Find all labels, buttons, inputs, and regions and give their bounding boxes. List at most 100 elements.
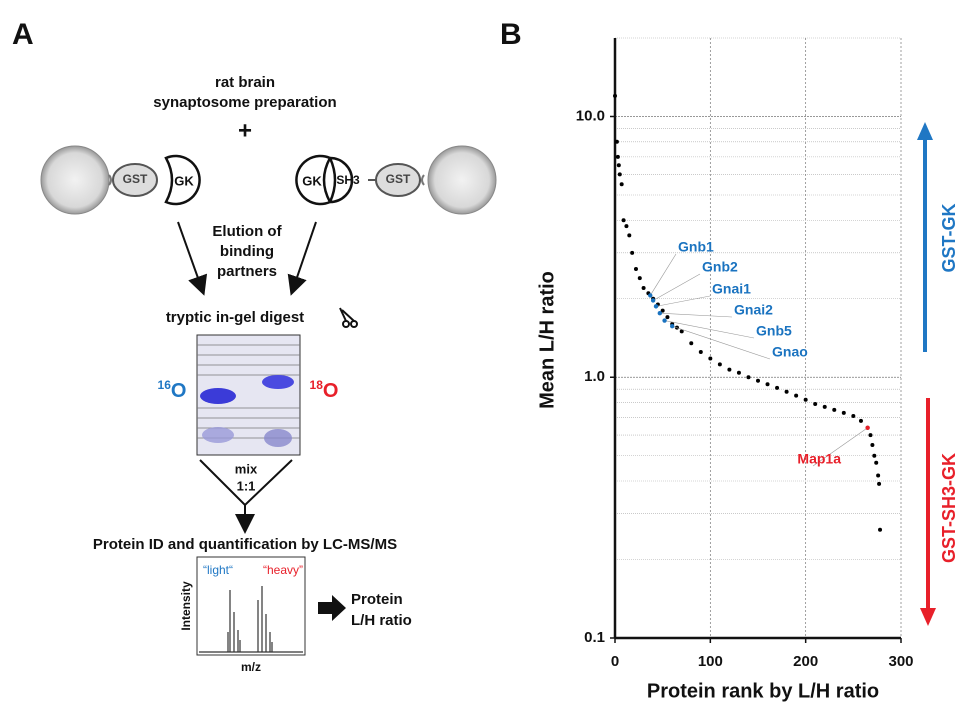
gk-domain [164, 154, 201, 206]
data-point [822, 404, 827, 409]
data-point [616, 163, 621, 168]
data-point [717, 362, 722, 367]
y-tick-label: 0.1 [584, 629, 605, 646]
highlight-point [650, 298, 656, 303]
data-point [736, 370, 741, 375]
highlight-point [662, 318, 667, 323]
panel-label: B [500, 18, 522, 51]
gk-domain [295, 154, 332, 206]
data-point [679, 329, 684, 334]
mix-text: 1:1 [237, 478, 256, 493]
result-text: Protein [351, 591, 403, 608]
leader-line [650, 253, 677, 296]
leader-line [652, 273, 701, 301]
result-arrow [318, 595, 346, 621]
x-tick-label: 200 [793, 653, 818, 670]
workflow-diagram: rat brain synaptosome preparation + GST … [40, 74, 497, 674]
leader-line [664, 320, 755, 339]
y-tick-label: 1.0 [584, 368, 605, 385]
mix-arrow [199, 459, 293, 530]
data-point [689, 341, 694, 346]
data-point [660, 308, 665, 313]
step-text: Elution of [212, 223, 282, 240]
panel-label: A [12, 18, 34, 51]
data-point [868, 433, 873, 438]
data-point [870, 442, 875, 447]
side-label: GST-SH3-GK [939, 453, 959, 563]
data-point [851, 414, 856, 419]
source-text: rat brain [215, 74, 275, 91]
scatter-chart: 0.1 1.0 10.0 0 100 200 300 Protein rank by L/H … [536, 37, 959, 702]
axis-label: Intensity [179, 581, 193, 631]
data-point [876, 473, 881, 478]
data-point [832, 407, 837, 412]
step-text: partners [217, 263, 277, 280]
isotope-label: 16O [158, 378, 187, 402]
data-point [727, 367, 732, 372]
data-point [746, 375, 751, 380]
step-text: tryptic in-gel digest [166, 309, 304, 326]
data-point [633, 267, 638, 272]
result-text: L/H ratio [351, 612, 412, 629]
data-point [813, 401, 818, 406]
annotation: Gnb1 [678, 239, 714, 255]
annotation: Gnb2 [702, 259, 738, 275]
data-point [698, 349, 703, 354]
mix-text: mix [235, 461, 258, 476]
isotope-element: O [171, 380, 187, 402]
data-point [803, 397, 808, 402]
data-point [615, 154, 620, 159]
sh3-domain [328, 156, 354, 204]
highlight-point [657, 311, 663, 316]
data-point [637, 276, 642, 281]
bead [40, 145, 110, 215]
arrow-head [917, 122, 933, 140]
tag-label: GST [386, 172, 411, 186]
annotation: Gnai2 [734, 302, 773, 318]
domain-label: GK [302, 173, 322, 188]
leader-line [659, 312, 733, 318]
plus-sign: + [238, 117, 252, 144]
data-point [858, 418, 863, 423]
data-point [627, 233, 632, 238]
x-tick-label: 0 [611, 653, 619, 670]
data-point [877, 481, 882, 486]
highlight-point [670, 323, 675, 329]
data-point [872, 453, 877, 458]
arrow [287, 221, 317, 296]
side-label: GST-GK [939, 203, 959, 272]
axis-label: m/z [241, 660, 261, 674]
data-point [624, 224, 629, 229]
x-axis-title: Protein rank by L/H ratio [647, 680, 879, 702]
bead [427, 145, 497, 215]
scissors-icon [339, 307, 358, 328]
linker [421, 174, 425, 186]
tag-label: GST [123, 172, 148, 186]
data-point [613, 93, 617, 98]
step-text: binding [220, 243, 274, 260]
gel-image [196, 334, 301, 456]
arrow [177, 221, 208, 296]
data-point [617, 172, 622, 177]
spectrum-label: “heavy” [263, 563, 303, 577]
highlight-point [653, 304, 659, 309]
domain-label: SH3 [336, 173, 360, 187]
highlight-point [865, 425, 870, 430]
data-point [756, 378, 760, 383]
annotation: Gnb5 [756, 323, 792, 339]
x-tick-label: 300 [888, 653, 913, 670]
isotope-label: 18O [310, 378, 339, 402]
data-point [708, 356, 713, 361]
data-point [614, 139, 619, 144]
isotope-mass: 16 [158, 378, 172, 392]
data-point [621, 218, 626, 223]
domain-label: GK [174, 173, 194, 188]
gst-oval [112, 163, 158, 197]
annotation: Gnao [772, 344, 808, 360]
leader-line [655, 295, 711, 307]
data-point [665, 315, 670, 320]
y-tick-label: 10.0 [576, 107, 605, 124]
data-point [784, 389, 789, 394]
data-point [874, 460, 879, 465]
